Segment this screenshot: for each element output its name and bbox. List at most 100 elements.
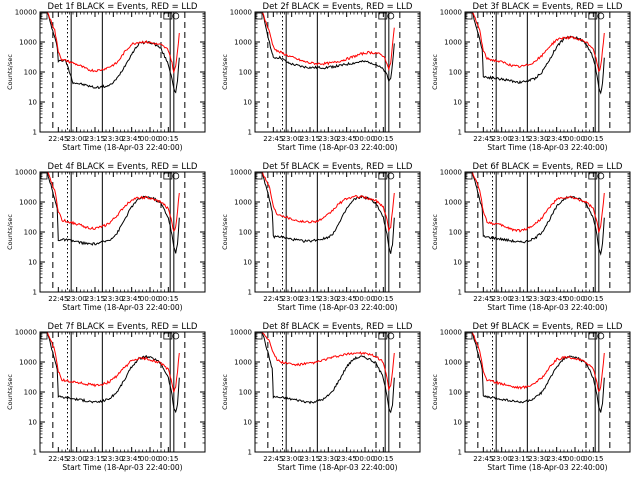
series-lld (471, 332, 605, 393)
x-axis-label: Start Time (18-Apr-03 22:40:00) (62, 463, 182, 472)
series-line-events (261, 332, 395, 414)
x-tick-label: 00:00 (565, 455, 585, 463)
panel-title: Det 3f BLACK = Events, RED = LLD (473, 2, 623, 12)
y-tick-label: 10 (243, 419, 252, 427)
series-line-events (262, 12, 395, 83)
x-tick-label: 23:30 (318, 295, 338, 303)
y-tick-label: 1 (458, 449, 462, 457)
panel-1: 1 10 100 1000 10000 22:4523:0023:1523:3023:45… (6, 2, 206, 152)
end-marker-circle (597, 12, 605, 20)
x-tick-label: 22:45 (263, 135, 283, 143)
panel-6: 1 10 100 1000 10000 22:4523:0023:1523:3023:45… (431, 162, 631, 312)
panel-7: 1 10 100 1000 10000 22:4523:0023:1523:3023:45… (6, 322, 206, 472)
series-line-lld (261, 332, 395, 392)
x-tick-label: 23:00 (67, 295, 87, 303)
panel-8: 1 10 100 1000 10000 22:4523:0023:1523:3023:45… (221, 322, 421, 472)
x-tick-label: 00:00 (140, 455, 160, 463)
y-tick-label: 100 (24, 69, 37, 77)
x-tick-label: 00:00 (355, 295, 375, 303)
panel-title: Det 2f BLACK = Events, RED = LLD (263, 2, 413, 12)
plot-frame (39, 11, 206, 133)
y-tick-label: 100 (449, 229, 462, 237)
x-axis-label: Start Time (18-Apr-03 22:40:00) (62, 143, 182, 152)
y-tick-label: 1 (33, 449, 37, 457)
y-tick-label: 1000 (444, 39, 462, 47)
end-marker-circle (597, 172, 605, 180)
x-tick-label: 22:45 (473, 135, 493, 143)
x-tick-label: 22:45 (263, 295, 283, 303)
y-axis-label: Counts/sec (431, 54, 439, 90)
x-tick-label: 22:45 (48, 455, 68, 463)
y-tick-label: 10000 (230, 329, 252, 337)
x-tick-label: 23:30 (318, 135, 338, 143)
series-events (262, 12, 395, 83)
y-axis-label: Counts/sec (6, 214, 14, 250)
y-tick-label: 1000 (19, 199, 37, 207)
x-tick-label: 00:15 (158, 455, 178, 463)
x-tick-label: 23:45 (122, 455, 142, 463)
start-marker-rect (40, 332, 48, 340)
y-tick-label: 1000 (444, 359, 462, 367)
y-tick-label: 10000 (15, 9, 37, 17)
start-marker-rect (40, 12, 48, 20)
panel-title: Det 7f BLACK = Events, RED = LLD (48, 322, 198, 332)
end-marker-circle (597, 332, 605, 340)
plot-frame (254, 171, 421, 293)
x-tick-label: 23:45 (122, 135, 142, 143)
x-tick-label: 23:45 (122, 295, 142, 303)
panel-9: 1 10 100 1000 10000 22:4523:0023:1523:3023:45… (431, 322, 631, 472)
x-tick-label: 23:00 (282, 455, 302, 463)
y-tick-label: 1 (248, 449, 252, 457)
panel-title: Det 6f BLACK = Events, RED = LLD (473, 162, 623, 172)
series-lld (46, 332, 180, 393)
x-tick-label: 23:30 (528, 135, 548, 143)
start-marker-rect (40, 172, 48, 180)
x-axis-label: Start Time (18-Apr-03 22:40:00) (487, 463, 607, 472)
end-marker-circle (387, 332, 395, 340)
series-line-lld (472, 12, 605, 73)
series-line-events (46, 332, 180, 414)
series-lld (471, 172, 605, 233)
x-tick-label: 22:45 (263, 455, 283, 463)
plot-frame (254, 11, 421, 133)
series-lld (47, 172, 180, 232)
x-tick-label: 00:15 (158, 295, 178, 303)
x-tick-label: 00:15 (158, 135, 178, 143)
series-line-events (472, 12, 605, 95)
y-tick-label: 1 (458, 129, 462, 137)
y-tick-label: 100 (239, 389, 252, 397)
panel-title: Det 5f BLACK = Events, RED = LLD (263, 162, 413, 172)
x-tick-label: 23:00 (492, 455, 512, 463)
x-tick-label: 23:15 (510, 295, 530, 303)
x-tick-label: 23:30 (103, 295, 123, 303)
x-tick-label: 22:45 (473, 455, 493, 463)
series-line-lld (46, 12, 180, 74)
x-axis-label: Start Time (18-Apr-03 22:40:00) (487, 143, 607, 152)
series-line-lld (261, 12, 395, 72)
x-tick-label: 23:15 (300, 455, 320, 463)
x-axis-label: Start Time (18-Apr-03 22:40:00) (487, 303, 607, 312)
series-lld (46, 12, 180, 74)
start-marker-rect (255, 12, 263, 20)
series-events (261, 332, 395, 414)
start-marker-rect (465, 12, 473, 20)
series-line-lld (261, 172, 395, 233)
series-events (46, 12, 180, 94)
x-tick-label: 23:45 (337, 295, 357, 303)
x-tick-label: 23:15 (85, 295, 105, 303)
x-tick-label: 22:45 (48, 295, 68, 303)
y-tick-label: 100 (24, 389, 37, 397)
series-lld (261, 12, 395, 72)
x-tick-label: 23:00 (67, 135, 87, 143)
y-tick-label: 1000 (19, 359, 37, 367)
y-tick-label: 1000 (444, 199, 462, 207)
start-marker-rect (465, 332, 473, 340)
y-tick-label: 1000 (234, 39, 252, 47)
y-tick-label: 1000 (19, 39, 37, 47)
y-axis-label: Counts/sec (221, 214, 229, 250)
y-tick-label: 1 (248, 289, 252, 297)
plot-frame (464, 331, 631, 453)
plot-frame (464, 171, 631, 293)
series-events (46, 332, 180, 414)
panel-title: Det 8f BLACK = Events, RED = LLD (263, 322, 413, 332)
